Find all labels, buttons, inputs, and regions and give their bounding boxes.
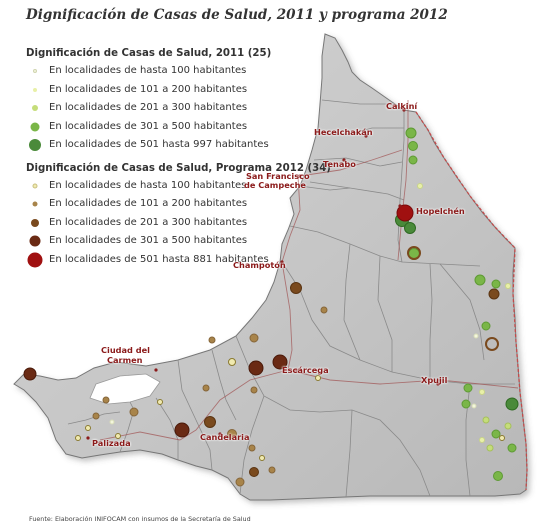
marker-2012 [228,358,236,366]
legend-symbol [32,201,38,207]
legend-symbol [27,252,43,268]
city-dots [86,108,440,440]
marker-2012 [129,407,139,417]
legend-item: En localidades de 201 a 300 habitantes [22,214,272,233]
municipal-boundaries [67,99,515,498]
place-label-champoton: Champotón [233,260,286,270]
source-footer: Fuente: Elaboración INIFOCAM con insumos… [29,515,251,523]
marker-2012 [248,360,264,376]
marker-2012 [85,425,91,431]
marker-2012 [75,435,81,441]
marker-2012 [315,375,321,381]
legend-symbol [33,87,37,92]
markers-2012 [23,204,505,487]
place-label-tenabo: Tenabo [323,159,356,169]
marker-2011 [417,183,423,189]
marker-2012 [249,333,259,343]
laguna-de-terminos [89,373,161,405]
marker-2012 [320,306,328,314]
marker-2012 [499,435,505,441]
marker-2012 [488,288,500,300]
place-label-candelaria: Candelaria [200,432,250,442]
legend-item: En localidades de hasta 100 habitantes [22,177,272,196]
marker-2012 [396,204,414,222]
marker-2011 [404,222,416,234]
marker-2011 [486,444,494,452]
legend-symbol [30,122,40,132]
marker-2011 [479,437,485,443]
marker-2012 [259,455,265,461]
legend-item: En localidades de 301 a 500 habitantes [22,232,272,251]
marker-2012 [92,412,100,420]
marker-2011 [491,429,501,439]
place-label-hopelchen: Hopelchén [416,206,465,216]
marker-2012 [248,444,256,452]
marker-2012 [102,396,110,404]
legend-item: En localidades de 201 a 300 habitantes [22,99,272,118]
marker-2011 [461,399,471,409]
marker-2012 [174,422,190,438]
marker-2011 [405,127,417,139]
legend-symbol [32,183,38,189]
marker-2012 [272,354,288,370]
marker-2011 [505,283,511,289]
marker-2012 [249,467,259,477]
marker-2012 [227,429,237,439]
marker-2012 [204,416,216,428]
marker-2011 [474,274,486,286]
marker-2011 [408,155,418,165]
place-label-xpujil: Xpujil [421,375,448,385]
place-label-escarcega: Escárcega [282,365,329,375]
marker-2011 [463,383,473,393]
place-label-campeche-2: de Campeche [244,180,306,190]
legend-item: En localidades de 501 hasta 881 habitant… [22,251,272,270]
place-label-hecelchakan: Hecelchakán [314,127,373,137]
legend-heading-2012: Dignificación de Casas de Salud, Program… [26,162,331,174]
marker-2012 [23,367,37,381]
legend-item: En localidades de 301 a 500 habitantes [22,118,272,137]
marker-2012-ring [485,337,499,351]
legend-heading-2011: Dignificación de Casas de Salud, 2011 (2… [26,48,272,59]
place-label-carmen: Carmen [107,355,143,365]
marker-2012 [235,477,245,487]
legend-symbol [33,69,37,74]
marker-2011 [481,321,491,331]
marker-2012-ring [407,246,421,260]
legend-symbol [29,139,41,152]
page-title: Dignificación de Casas de Salud, 2011 y … [26,7,448,23]
marker-2012 [157,399,163,405]
marker-2011 [482,416,490,424]
map-legend: Dignificación de Casas de Salud, 2011 (2… [22,46,331,270]
legend-item: En localidades de 101 a 200 habitantes [22,195,272,214]
legend-symbol [32,105,38,112]
marker-2012 [208,336,216,344]
marker-2012 [268,466,276,474]
marker-2011 [109,419,115,425]
place-label-calkini: Calkiní [386,101,418,111]
marker-2011 [471,403,477,409]
marker-2011 [504,422,512,430]
legend-symbol [29,235,41,247]
legend-item: En localidades de 501 hasta 997 habitant… [22,136,272,155]
marker-2011 [408,141,418,151]
marker-2012 [290,282,302,294]
marker-2012 [250,386,258,394]
marker-2012 [202,384,210,392]
state-border [415,111,528,491]
legend-symbol [31,218,39,227]
roads [99,100,519,441]
marker-2011 [479,389,485,395]
place-label-palizada: Palizada [92,438,131,448]
marker-2012 [115,433,121,439]
marker-2011 [493,471,503,481]
legend-item: En localidades de 101 a 200 habitantes [22,81,272,100]
legend-item: En localidades de hasta 100 habitantes [22,62,272,81]
marker-2011 [507,443,517,453]
marker-2011 [491,279,501,289]
marker-2011 [505,397,519,411]
place-label-campeche-1: San Francisco [246,171,310,181]
place-label-ciudad-del: Ciudad del [101,345,150,355]
marker-2011 [473,333,479,339]
